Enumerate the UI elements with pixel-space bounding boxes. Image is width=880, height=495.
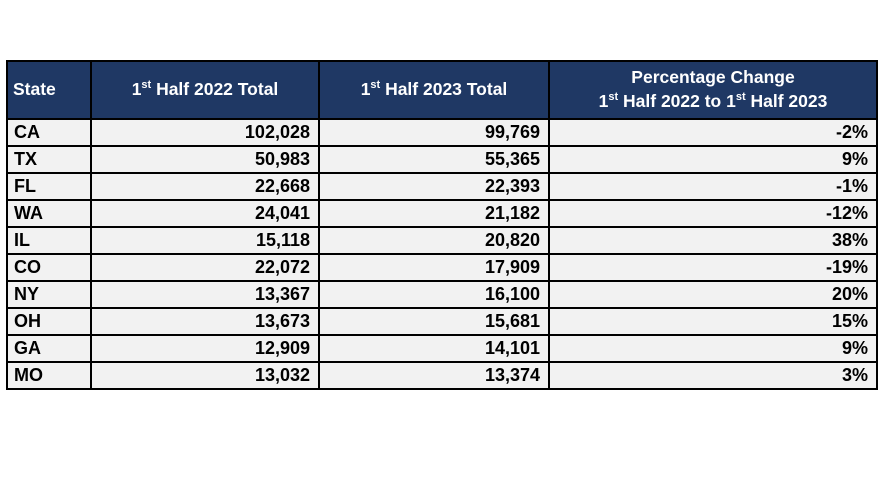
table-row: WA 24,041 21,182 -12% bbox=[6, 199, 878, 228]
total-2023-cell: 21,182 bbox=[318, 199, 550, 228]
total-2022-cell: 50,983 bbox=[90, 145, 320, 174]
pct-change-cell: 9% bbox=[548, 334, 878, 363]
total-2023-cell: 15,681 bbox=[318, 307, 550, 336]
pct-change-cell: 20% bbox=[548, 280, 878, 309]
total-2023-cell: 20,820 bbox=[318, 226, 550, 255]
total-2023-cell: 13,374 bbox=[318, 361, 550, 390]
total-2022-cell: 13,673 bbox=[90, 307, 320, 336]
state-cell: WA bbox=[6, 199, 92, 228]
state-cell: TX bbox=[6, 145, 92, 174]
table-row: GA 12,909 14,101 9% bbox=[6, 334, 878, 363]
header-pct-line2: 1st Half 2022 to 1st Half 2023 bbox=[598, 91, 828, 111]
table-header: State 1st Half 2022 Total 1st Half 2023 … bbox=[6, 60, 878, 120]
state-totals-table: State 1st Half 2022 Total 1st Half 2023 … bbox=[6, 60, 878, 390]
state-cell: FL bbox=[6, 172, 92, 201]
state-cell: CA bbox=[6, 118, 92, 147]
header-2022-text: Half 2022 Total bbox=[151, 79, 279, 100]
header-2023-total: 1st Half 2023 Total bbox=[318, 60, 550, 120]
total-2022-cell: 22,668 bbox=[90, 172, 320, 201]
header-2022-num: 1 bbox=[131, 79, 142, 100]
state-cell: GA bbox=[6, 334, 92, 363]
total-2022-cell: 13,032 bbox=[90, 361, 320, 390]
header-2023-sup: st bbox=[370, 79, 381, 92]
total-2023-cell: 14,101 bbox=[318, 334, 550, 363]
state-cell: CO bbox=[6, 253, 92, 282]
table-row: TX 50,983 55,365 9% bbox=[6, 145, 878, 174]
table-row: FL 22,668 22,393 -1% bbox=[6, 172, 878, 201]
total-2022-cell: 102,028 bbox=[90, 118, 320, 147]
total-2023-cell: 17,909 bbox=[318, 253, 550, 282]
total-2022-cell: 22,072 bbox=[90, 253, 320, 282]
total-2023-cell: 99,769 bbox=[318, 118, 550, 147]
table-row: CA 102,028 99,769 -2% bbox=[6, 118, 878, 147]
header-pct-change: Percentage Change 1st Half 2022 to 1st H… bbox=[548, 60, 878, 120]
pct-change-cell: -1% bbox=[548, 172, 878, 201]
pct-change-cell: -2% bbox=[548, 118, 878, 147]
pct-change-cell: -12% bbox=[548, 199, 878, 228]
total-2023-cell: 55,365 bbox=[318, 145, 550, 174]
table-row: CO 22,072 17,909 -19% bbox=[6, 253, 878, 282]
header-2023-num: 1 bbox=[360, 79, 371, 100]
pct-change-cell: -19% bbox=[548, 253, 878, 282]
header-row: State 1st Half 2022 Total 1st Half 2023 … bbox=[6, 60, 878, 120]
header-2023-text: Half 2023 Total bbox=[380, 79, 508, 100]
table-body: CA 102,028 99,769 -2% TX 50,983 55,365 9… bbox=[6, 118, 878, 390]
table-row: MO 13,032 13,374 3% bbox=[6, 361, 878, 390]
state-cell: NY bbox=[6, 280, 92, 309]
header-state: State bbox=[6, 60, 92, 120]
header-2022-sup: st bbox=[141, 79, 152, 92]
table-row: OH 13,673 15,681 15% bbox=[6, 307, 878, 336]
state-cell: IL bbox=[6, 226, 92, 255]
pct-change-cell: 38% bbox=[548, 226, 878, 255]
pct-change-cell: 3% bbox=[548, 361, 878, 390]
state-cell: MO bbox=[6, 361, 92, 390]
pct-change-cell: 9% bbox=[548, 145, 878, 174]
total-2022-cell: 13,367 bbox=[90, 280, 320, 309]
table-row: IL 15,118 20,820 38% bbox=[6, 226, 878, 255]
total-2022-cell: 24,041 bbox=[90, 199, 320, 228]
total-2022-cell: 12,909 bbox=[90, 334, 320, 363]
state-cell: OH bbox=[6, 307, 92, 336]
header-pct-line1: Percentage Change bbox=[631, 67, 795, 88]
total-2022-cell: 15,118 bbox=[90, 226, 320, 255]
table-row: NY 13,367 16,100 20% bbox=[6, 280, 878, 309]
total-2023-cell: 22,393 bbox=[318, 172, 550, 201]
total-2023-cell: 16,100 bbox=[318, 280, 550, 309]
header-2022-total: 1st Half 2022 Total bbox=[90, 60, 320, 120]
pct-change-cell: 15% bbox=[548, 307, 878, 336]
